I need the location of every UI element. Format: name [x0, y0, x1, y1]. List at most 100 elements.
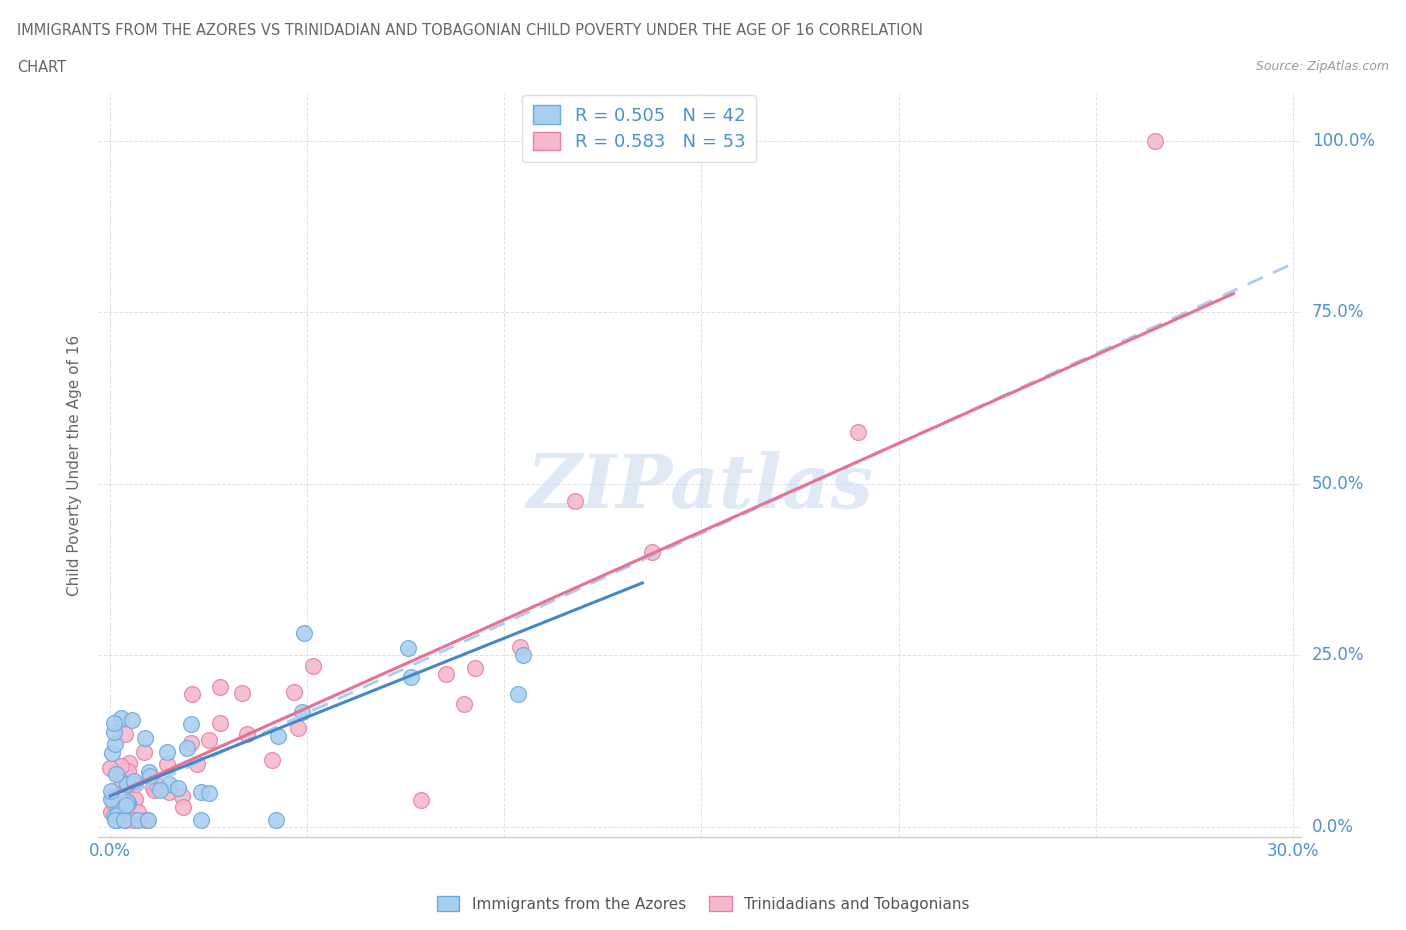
Point — [180, 686, 202, 701]
Point — [100, 804, 122, 819]
Point — [117, 795, 139, 810]
Point — [105, 813, 128, 828]
Point — [139, 768, 162, 783]
Point — [104, 737, 127, 751]
Point — [509, 639, 531, 654]
Point — [118, 806, 141, 821]
Point — [111, 775, 134, 790]
Point — [110, 788, 132, 803]
Point — [453, 697, 475, 711]
Point — [101, 745, 124, 760]
Text: CHART: CHART — [17, 60, 66, 75]
Point — [399, 670, 422, 684]
Point — [111, 791, 134, 806]
Point — [136, 813, 159, 828]
Point — [236, 726, 259, 741]
Point — [117, 764, 139, 778]
Point — [264, 813, 287, 828]
Point — [112, 813, 135, 828]
Text: IMMIGRANTS FROM THE AZORES VS TRINIDADIAN AND TOBAGONIAN CHILD POVERTY UNDER THE: IMMIGRANTS FROM THE AZORES VS TRINIDADIA… — [17, 23, 922, 38]
Point — [186, 757, 208, 772]
Point — [180, 736, 202, 751]
Point — [114, 726, 136, 741]
Point — [149, 782, 172, 797]
Point — [117, 756, 139, 771]
Point — [134, 730, 156, 745]
Point — [103, 716, 125, 731]
Point — [564, 493, 586, 508]
Point — [112, 790, 135, 804]
Point — [127, 804, 149, 819]
Point — [846, 424, 869, 439]
Point — [291, 705, 314, 720]
Point — [136, 813, 159, 828]
Text: 100.0%: 100.0% — [1312, 132, 1375, 150]
Point — [172, 799, 194, 814]
Point — [146, 777, 169, 792]
Point — [114, 813, 136, 828]
Text: 0.0%: 0.0% — [1312, 817, 1354, 836]
Point — [143, 782, 166, 797]
Text: 25.0%: 25.0% — [1312, 646, 1364, 664]
Point — [176, 740, 198, 755]
Point — [283, 684, 305, 699]
Point — [166, 780, 188, 795]
Point — [121, 712, 143, 727]
Point — [100, 783, 122, 798]
Legend: Immigrants from the Azores, Trinidadians and Tobagonians: Immigrants from the Azores, Trinidadians… — [430, 889, 976, 918]
Y-axis label: Child Poverty Under the Age of 16: Child Poverty Under the Age of 16 — [67, 335, 83, 595]
Point — [208, 679, 231, 694]
Point — [104, 813, 127, 828]
Point — [110, 711, 132, 725]
Point — [197, 785, 219, 800]
Point — [294, 625, 316, 640]
Text: 50.0%: 50.0% — [1312, 475, 1364, 493]
Point — [157, 785, 180, 800]
Point — [100, 791, 122, 806]
Point — [103, 809, 125, 824]
Point — [411, 792, 433, 807]
Point — [111, 776, 134, 790]
Point — [180, 716, 202, 731]
Point — [287, 721, 309, 736]
Point — [110, 759, 132, 774]
Text: ZIPatlas: ZIPatlas — [526, 451, 873, 524]
Point — [209, 716, 232, 731]
Point — [101, 794, 124, 809]
Point — [396, 641, 419, 656]
Point — [103, 725, 125, 740]
Point — [1143, 134, 1166, 149]
Point — [134, 744, 156, 759]
Point — [124, 791, 146, 806]
Point — [156, 757, 179, 772]
Point — [260, 752, 283, 767]
Point — [100, 761, 122, 776]
Point — [172, 789, 194, 804]
Point — [641, 545, 664, 560]
Point — [101, 789, 124, 804]
Point — [512, 647, 534, 662]
Point — [127, 813, 149, 828]
Point — [302, 659, 325, 674]
Point — [267, 729, 290, 744]
Point — [157, 777, 180, 791]
Point — [506, 686, 529, 701]
Point — [107, 764, 129, 778]
Point — [115, 777, 138, 791]
Point — [135, 813, 157, 828]
Legend: R = 0.505   N = 42, R = 0.583   N = 53: R = 0.505 N = 42, R = 0.583 N = 53 — [523, 95, 756, 162]
Point — [190, 785, 212, 800]
Point — [104, 813, 127, 828]
Point — [198, 732, 221, 747]
Point — [156, 744, 179, 759]
Point — [115, 797, 138, 812]
Point — [464, 660, 486, 675]
Text: Source: ZipAtlas.com: Source: ZipAtlas.com — [1256, 60, 1389, 73]
Text: 75.0%: 75.0% — [1312, 303, 1364, 322]
Point — [117, 795, 139, 810]
Point — [142, 779, 165, 794]
Point — [118, 796, 141, 811]
Point — [231, 685, 253, 700]
Point — [122, 813, 145, 828]
Point — [105, 807, 128, 822]
